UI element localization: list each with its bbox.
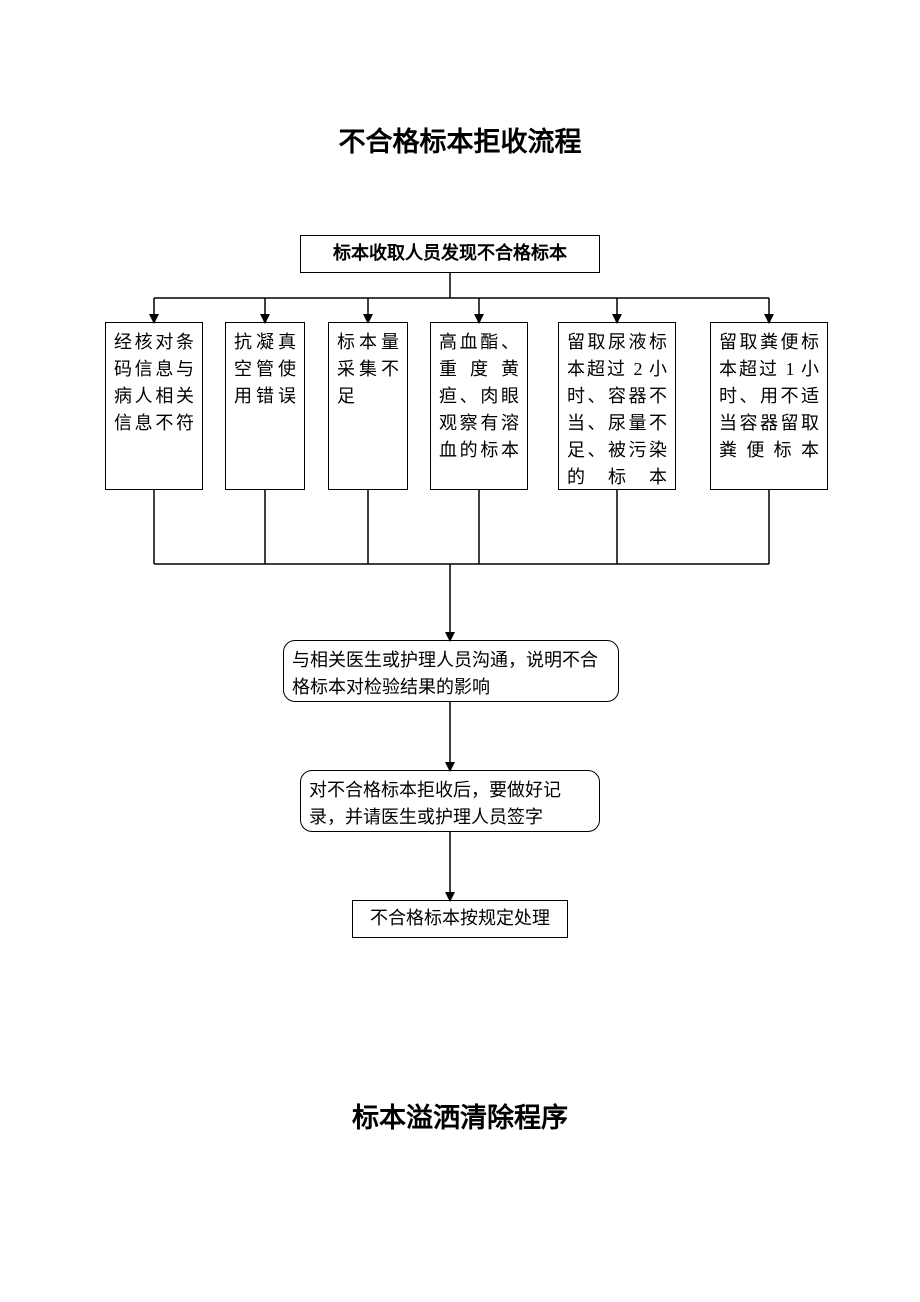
page-title-2: 标本溢洒清除程序	[352, 1096, 568, 1135]
node-start-text: 标本收取人员发现不合格标本	[333, 240, 567, 267]
node-reason-3: 标本量采集不足	[328, 322, 408, 490]
node-dispose: 不合格标本按规定处理	[352, 900, 568, 938]
node-reason-6-text: 留取粪便标本超过 1 小时、用不适当容器留取粪便标本	[719, 329, 819, 464]
node-reason-2-text: 抗凝真空管使用错误	[234, 329, 296, 410]
node-reason-4-text: 高血酯、重度黄疸、肉眼观察有溶血的标本	[439, 329, 519, 464]
page-title-1: 不合格标本拒收流程	[339, 120, 582, 159]
node-communicate: 与相关医生或护理人员沟通，说明不合格标本对检验结果的影响	[283, 640, 619, 702]
node-record: 对不合格标本拒收后，要做好记录，并请医生或护理人员签字	[300, 770, 600, 832]
node-reason-4: 高血酯、重度黄疸、肉眼观察有溶血的标本	[430, 322, 528, 490]
node-reason-3-text: 标本量采集不足	[337, 329, 399, 410]
node-communicate-text: 与相关医生或护理人员沟通，说明不合格标本对检验结果的影响	[292, 647, 610, 701]
node-dispose-text: 不合格标本按规定处理	[370, 905, 550, 932]
node-reason-1: 经核对条码信息与病人相关信息不符	[105, 322, 203, 490]
node-reason-1-text: 经核对条码信息与病人相关信息不符	[114, 329, 194, 437]
node-record-text: 对不合格标本拒收后，要做好记录，并请医生或护理人员签字	[309, 777, 591, 831]
node-reason-2: 抗凝真空管使用错误	[225, 322, 305, 490]
node-start: 标本收取人员发现不合格标本	[300, 235, 600, 273]
node-reason-5: 留取尿液标本超过 2 小时、容器不当、尿量不足、被污染的标本	[558, 322, 676, 490]
node-reason-6: 留取粪便标本超过 1 小时、用不适当容器留取粪便标本	[710, 322, 828, 490]
node-reason-5-text: 留取尿液标本超过 2 小时、容器不当、尿量不足、被污染的标本	[567, 329, 667, 491]
